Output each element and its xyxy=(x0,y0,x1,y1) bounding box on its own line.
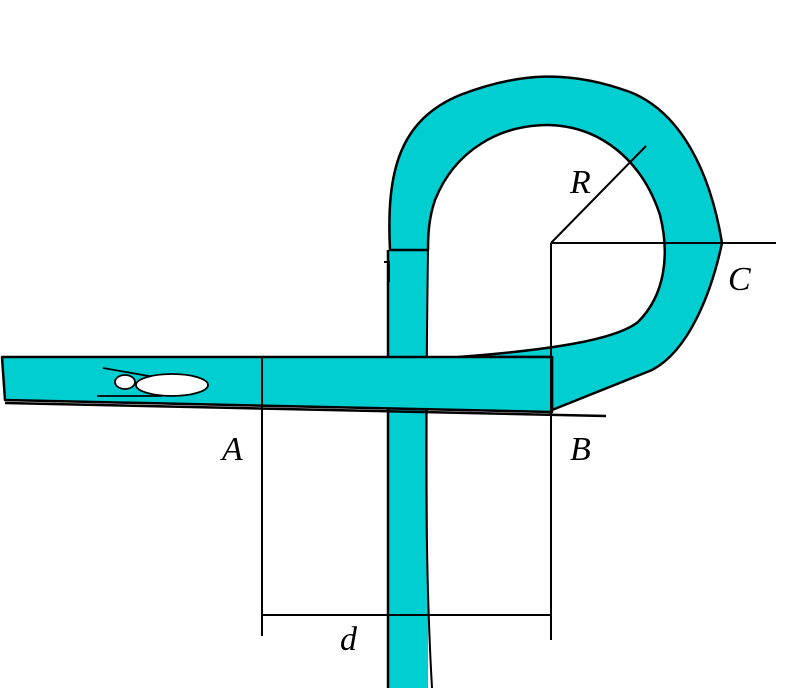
label-b: B xyxy=(570,431,591,468)
label-c: C xyxy=(728,261,751,298)
label-a: A xyxy=(220,431,243,468)
radius-lines xyxy=(550,145,776,640)
cart-icon xyxy=(97,367,209,397)
label-r: R xyxy=(569,164,591,201)
vertical-track xyxy=(384,249,433,689)
horizontal-track xyxy=(0,355,607,418)
label-d: d xyxy=(340,621,358,658)
distance-dimension xyxy=(261,412,551,636)
